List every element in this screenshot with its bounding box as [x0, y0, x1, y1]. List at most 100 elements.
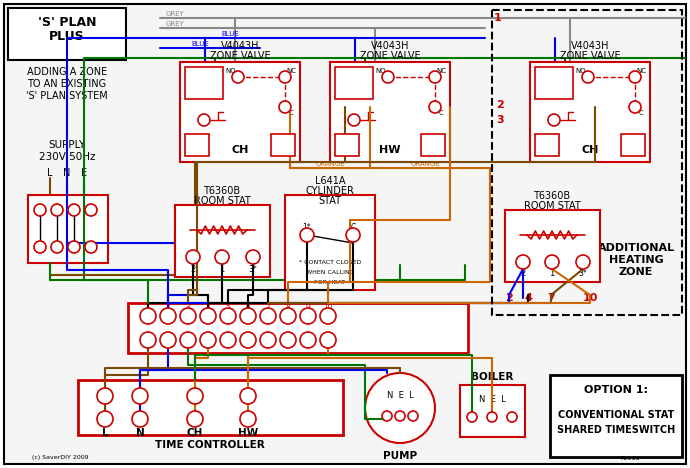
Circle shape — [85, 241, 97, 253]
Bar — [8, 8, 126, 60]
Text: ROOM STAT: ROOM STAT — [194, 196, 250, 206]
Circle shape — [187, 411, 203, 427]
Circle shape — [545, 255, 559, 269]
Text: CH: CH — [187, 428, 203, 438]
Text: 9: 9 — [306, 304, 310, 313]
Text: BLUE: BLUE — [191, 41, 209, 47]
Bar — [185, 134, 209, 156]
Circle shape — [582, 71, 594, 83]
Text: N: N — [136, 428, 144, 438]
Text: V4043H: V4043H — [221, 41, 259, 51]
Bar — [175, 205, 270, 277]
Bar — [505, 210, 600, 282]
Text: ZONE VALVE: ZONE VALVE — [359, 51, 420, 61]
Text: * CONTACT CLOSED: * CONTACT CLOSED — [299, 261, 361, 265]
Text: GREY: GREY — [166, 21, 184, 27]
Circle shape — [200, 308, 216, 324]
Circle shape — [220, 332, 236, 348]
Text: 1: 1 — [494, 13, 502, 23]
Text: 4: 4 — [206, 304, 210, 313]
Text: M: M — [549, 78, 559, 88]
Bar — [621, 134, 645, 156]
Text: 2: 2 — [505, 293, 513, 303]
Text: STAT: STAT — [319, 196, 342, 206]
Text: ZONE VALVE: ZONE VALVE — [560, 51, 620, 61]
Text: C: C — [351, 222, 355, 232]
Circle shape — [300, 228, 314, 242]
Circle shape — [429, 101, 441, 113]
Circle shape — [186, 250, 200, 264]
Text: HW: HW — [238, 428, 258, 438]
Bar — [492, 10, 682, 315]
Text: ORANGE: ORANGE — [410, 161, 440, 167]
Circle shape — [198, 114, 210, 126]
Text: ADDING A ZONE: ADDING A ZONE — [27, 67, 107, 77]
Text: NC: NC — [286, 68, 296, 74]
Text: ROOM STAT: ROOM STAT — [524, 201, 580, 211]
Text: 1: 1 — [146, 304, 150, 313]
Circle shape — [51, 241, 63, 253]
Circle shape — [395, 411, 405, 421]
Circle shape — [132, 411, 148, 427]
Circle shape — [408, 411, 418, 421]
Text: BLUE: BLUE — [221, 31, 239, 37]
Bar — [28, 195, 108, 263]
Circle shape — [300, 308, 316, 324]
Text: 2: 2 — [496, 100, 504, 110]
Circle shape — [280, 332, 296, 348]
Circle shape — [429, 71, 441, 83]
Circle shape — [320, 308, 336, 324]
Circle shape — [160, 308, 176, 324]
Text: V4043H: V4043H — [571, 41, 609, 51]
Text: 8: 8 — [286, 304, 290, 313]
Text: ZONE VALVE: ZONE VALVE — [210, 51, 270, 61]
Bar — [535, 67, 573, 99]
Text: 7: 7 — [547, 293, 555, 303]
Text: N  E  L: N E L — [386, 392, 413, 401]
Text: L: L — [101, 428, 108, 438]
Text: Rev1a: Rev1a — [620, 455, 640, 461]
Circle shape — [34, 204, 46, 216]
Text: M: M — [199, 78, 209, 88]
Text: CH: CH — [581, 145, 599, 155]
Circle shape — [97, 411, 113, 427]
Circle shape — [365, 373, 435, 443]
Text: CONVENTIONAL STAT: CONVENTIONAL STAT — [558, 410, 674, 420]
Text: 10: 10 — [323, 304, 333, 313]
Bar — [78, 380, 343, 435]
Bar — [550, 375, 682, 457]
Text: BOILER: BOILER — [471, 372, 513, 382]
Text: NC: NC — [636, 68, 646, 74]
Text: GREY: GREY — [166, 11, 184, 17]
Text: NO: NO — [375, 68, 386, 74]
Text: 'S' PLAN SYSTEM: 'S' PLAN SYSTEM — [26, 91, 108, 101]
Text: FOR HEAT: FOR HEAT — [315, 279, 346, 285]
Circle shape — [97, 388, 113, 404]
Text: 3*: 3* — [248, 264, 257, 273]
Text: N  E  L: N E L — [479, 395, 505, 404]
Text: N: N — [63, 168, 70, 178]
Text: SHARED TIMESWITCH: SHARED TIMESWITCH — [557, 425, 675, 435]
Text: C: C — [288, 110, 293, 116]
Text: ORANGE: ORANGE — [315, 161, 345, 167]
Circle shape — [320, 332, 336, 348]
Text: CH: CH — [231, 145, 248, 155]
Circle shape — [160, 332, 176, 348]
Text: E: E — [81, 168, 87, 178]
Text: OPTION 1:: OPTION 1: — [584, 385, 648, 395]
Circle shape — [232, 71, 244, 83]
Circle shape — [240, 411, 256, 427]
Circle shape — [548, 114, 560, 126]
Circle shape — [200, 332, 216, 348]
Text: TIME CONTROLLER: TIME CONTROLLER — [155, 440, 265, 450]
Circle shape — [279, 71, 291, 83]
Circle shape — [629, 101, 641, 113]
Text: T6360B: T6360B — [533, 191, 571, 201]
Text: 2: 2 — [166, 304, 170, 313]
Circle shape — [68, 204, 80, 216]
Circle shape — [467, 412, 477, 422]
Text: (c) SaverDIY 2009: (c) SaverDIY 2009 — [32, 455, 88, 461]
Bar — [535, 134, 559, 156]
Circle shape — [132, 388, 148, 404]
Text: TO AN EXISTING: TO AN EXISTING — [28, 79, 106, 89]
